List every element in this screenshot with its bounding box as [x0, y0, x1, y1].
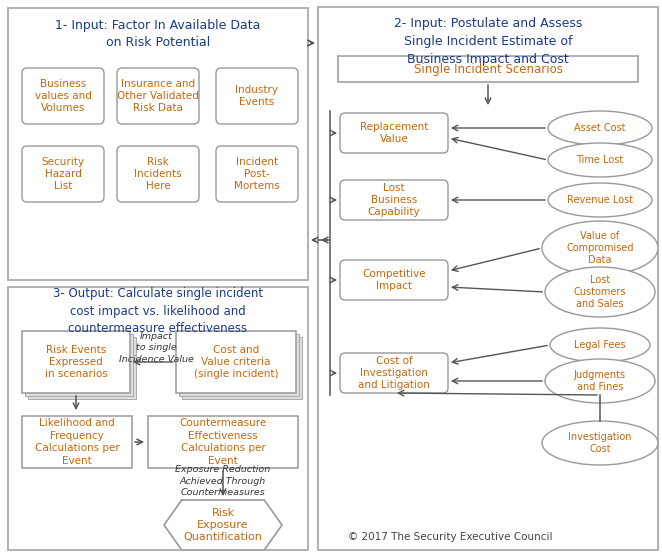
Ellipse shape: [542, 421, 658, 465]
FancyBboxPatch shape: [22, 146, 104, 202]
Text: Risk Events
Expressed
in scenarios: Risk Events Expressed in scenarios: [44, 345, 107, 379]
Text: Risk
Exposure
Quantification: Risk Exposure Quantification: [183, 508, 262, 542]
Ellipse shape: [545, 359, 655, 403]
Text: Exposure Reduction
Achieved Through
Countermeasures: Exposure Reduction Achieved Through Coun…: [175, 465, 271, 497]
FancyBboxPatch shape: [340, 260, 448, 300]
Text: 3- Output: Calculate single incident
cost impact vs. likelihood and
countermeasu: 3- Output: Calculate single incident cos…: [53, 287, 263, 334]
FancyBboxPatch shape: [340, 353, 448, 393]
FancyBboxPatch shape: [216, 68, 298, 124]
Text: Security
Hazard
List: Security Hazard List: [42, 157, 85, 191]
Bar: [338, 56, 638, 82]
Bar: [22, 416, 132, 468]
Text: Risk
Incidents
Here: Risk Incidents Here: [134, 157, 182, 191]
FancyBboxPatch shape: [117, 146, 199, 202]
Text: Lost
Business
Capability: Lost Business Capability: [367, 182, 420, 218]
Ellipse shape: [545, 267, 655, 317]
Bar: [28, 337, 136, 399]
Text: Asset Cost: Asset Cost: [574, 123, 626, 133]
Ellipse shape: [548, 183, 652, 217]
Text: Value of
Compromised
Data: Value of Compromised Data: [566, 230, 634, 266]
Text: Insurance and
Other Validated
Risk Data: Insurance and Other Validated Risk Data: [117, 79, 199, 113]
Text: Revenue Lost: Revenue Lost: [567, 195, 633, 205]
Ellipse shape: [548, 143, 652, 177]
FancyBboxPatch shape: [216, 146, 298, 202]
Text: 1- Input: Factor In Available Data
on Risk Potential: 1- Input: Factor In Available Data on Ri…: [56, 18, 261, 50]
Polygon shape: [164, 500, 282, 550]
Text: Time Lost: Time Lost: [577, 155, 624, 165]
Text: Cost and
Value criteria
(single incident): Cost and Value criteria (single incident…: [194, 345, 278, 379]
Bar: [22, 331, 130, 393]
Text: Incident
Post-
Mortems: Incident Post- Mortems: [234, 157, 280, 191]
FancyBboxPatch shape: [340, 113, 448, 153]
Bar: [148, 416, 298, 468]
Bar: [182, 337, 302, 399]
Text: Countermeasure
Effectiveness
Calculations per
Event: Countermeasure Effectiveness Calculation…: [179, 418, 267, 465]
Text: Impact
to single
Incidence Value: Impact to single Incidence Value: [118, 333, 193, 364]
Text: Legal Fees: Legal Fees: [574, 340, 626, 350]
Text: Replacement
Value: Replacement Value: [360, 122, 428, 144]
Text: © 2017 The Security Executive Council: © 2017 The Security Executive Council: [348, 532, 552, 542]
Text: Industry
Events: Industry Events: [236, 85, 279, 107]
Text: Business
values and
Volumes: Business values and Volumes: [34, 79, 91, 113]
FancyBboxPatch shape: [22, 68, 104, 124]
Text: Investigation
Cost: Investigation Cost: [568, 432, 632, 454]
Text: Cost of
Investigation
and Litigation: Cost of Investigation and Litigation: [358, 355, 430, 391]
Ellipse shape: [548, 111, 652, 145]
Text: Likelihood and
Frequency
Calculations per
Event: Likelihood and Frequency Calculations pe…: [34, 418, 119, 465]
Text: Judgments
and Fines: Judgments and Fines: [574, 370, 626, 392]
Text: Single Incident Scenarios: Single Incident Scenarios: [414, 62, 563, 75]
Text: Lost
Customers
and Sales: Lost Customers and Sales: [574, 275, 626, 309]
Bar: [8, 8, 308, 280]
Bar: [176, 331, 296, 393]
Text: Competitive
Impact: Competitive Impact: [362, 269, 426, 291]
FancyBboxPatch shape: [117, 68, 199, 124]
Bar: [318, 7, 658, 550]
Bar: [25, 334, 133, 396]
Text: 2- Input: Postulate and Assess
Single Incident Estimate of
Business Impact and C: 2- Input: Postulate and Assess Single In…: [394, 17, 582, 65]
Ellipse shape: [550, 328, 650, 362]
Bar: [8, 287, 308, 550]
FancyBboxPatch shape: [340, 180, 448, 220]
Ellipse shape: [542, 221, 658, 275]
Bar: [179, 334, 299, 396]
